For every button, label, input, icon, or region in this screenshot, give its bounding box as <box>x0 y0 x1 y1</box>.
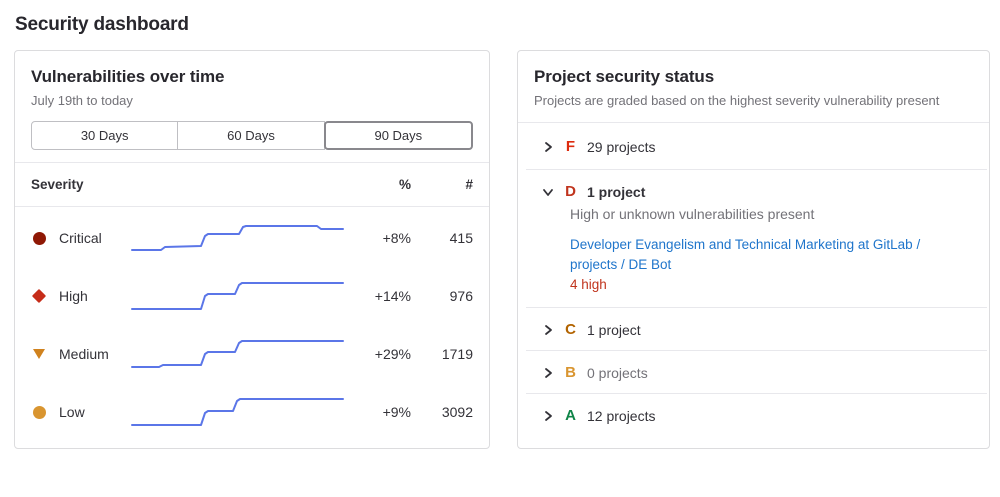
severity-row-high: High +14% 976 <box>15 267 489 325</box>
chevron-right-icon <box>542 324 554 336</box>
trend-sparkline <box>131 395 349 429</box>
severity-label: Critical <box>59 230 102 246</box>
grade-f-toggle[interactable]: F 29 projects <box>542 138 973 155</box>
grade-d-details: High or unknown vulnerabilities present … <box>570 206 973 295</box>
vuln-card-title: Vulnerabilities over time <box>31 67 225 86</box>
grade-project-count: 29 projects <box>587 138 656 155</box>
vuln-card-header: Vulnerabilities over time July 19th to t… <box>15 51 489 150</box>
range-button-90-days[interactable]: 90 Days <box>323 121 473 150</box>
severity-percent-change: +9% <box>382 404 411 420</box>
dashboard-panels: Vulnerabilities over time July 19th to t… <box>14 50 990 449</box>
status-card-subtitle: Projects are graded based on the highest… <box>534 93 940 108</box>
day-range-button-group: 30 Days 60 Days 90 Days <box>31 121 473 150</box>
severity-count: 3092 <box>441 404 473 420</box>
grade-project-count: 0 projects <box>587 364 648 381</box>
percent-column-header: % <box>398 177 411 192</box>
grade-list: F 29 projects D 1 project High or unknow… <box>518 123 989 436</box>
status-card-header: Project security status Projects are gra… <box>518 51 989 123</box>
severity-percent-change: +29% <box>374 346 411 362</box>
severity-row-medium: Medium +29% 1719 <box>15 325 489 383</box>
chevron-right-icon <box>542 141 554 153</box>
page-title: Security dashboard <box>15 14 189 35</box>
grade-project-count: 1 project <box>587 183 646 200</box>
severity-low-icon <box>31 405 47 419</box>
grade-letter: A <box>565 407 576 425</box>
range-button-60-days[interactable]: 60 Days <box>177 121 325 150</box>
trend-sparkline <box>131 279 349 313</box>
divider <box>526 169 987 170</box>
severity-count: 415 <box>449 230 473 246</box>
chevron-right-icon <box>542 410 554 422</box>
severity-row-critical: Critical +8% 415 <box>15 209 489 267</box>
severity-label: Low <box>59 404 85 420</box>
grade-letter: F <box>565 138 576 155</box>
chevron-right-icon <box>542 367 554 379</box>
grade-description: High or unknown vulnerabilities present <box>570 206 815 222</box>
grade-d-toggle[interactable]: D 1 project <box>542 183 973 200</box>
grade-row-f: F 29 projects <box>534 123 973 169</box>
severity-rows: Critical +8% 415 High +14% 976 Medium +2… <box>15 207 489 441</box>
trend-sparkline <box>131 221 349 255</box>
count-column-header: # <box>465 177 473 192</box>
severity-row-low: Low +9% 3092 <box>15 383 489 441</box>
severity-label: Medium <box>59 346 109 362</box>
severity-percent-change: +14% <box>374 288 411 304</box>
severity-critical-icon <box>31 231 47 245</box>
severity-high-icon <box>31 288 47 304</box>
vuln-date-range: July 19th to today <box>31 93 133 108</box>
project-link[interactable]: Developer Evangelism and Technical Marke… <box>570 237 921 272</box>
severity-medium-icon <box>31 349 47 359</box>
severity-count: 1719 <box>441 346 473 362</box>
grade-row-c: C 1 project <box>534 308 973 350</box>
grade-letter: C <box>565 321 576 339</box>
grade-row-d: D 1 project High or unknown vulnerabilit… <box>534 170 973 307</box>
grade-project-count: 12 projects <box>587 407 656 424</box>
severity-column-header: Severity <box>31 177 84 192</box>
divider <box>526 307 987 309</box>
grade-letter: D <box>565 183 576 200</box>
vulnerability-count: 4 high <box>570 277 607 293</box>
severity-table-header: Severity % # <box>15 162 489 207</box>
severity-percent-change: +8% <box>382 230 411 246</box>
grade-row-b: B 0 projects <box>534 351 973 393</box>
divider <box>526 350 987 352</box>
chevron-down-icon <box>542 186 554 198</box>
project-security-status-card: Project security status Projects are gra… <box>517 50 990 449</box>
status-card-title: Project security status <box>534 67 715 86</box>
grade-row-a: A 12 projects <box>534 394 973 436</box>
divider <box>526 393 987 395</box>
vulnerabilities-over-time-card: Vulnerabilities over time July 19th to t… <box>14 50 490 449</box>
grade-b-toggle[interactable]: B 0 projects <box>542 364 973 381</box>
grade-letter: B <box>565 364 576 382</box>
range-button-30-days[interactable]: 30 Days <box>31 121 179 150</box>
severity-label: High <box>59 288 88 304</box>
grade-a-toggle[interactable]: A 12 projects <box>542 407 973 424</box>
trend-sparkline <box>131 337 349 371</box>
grade-project-count: 1 project <box>587 321 641 338</box>
grade-c-toggle[interactable]: C 1 project <box>542 321 973 338</box>
severity-count: 976 <box>449 288 473 304</box>
